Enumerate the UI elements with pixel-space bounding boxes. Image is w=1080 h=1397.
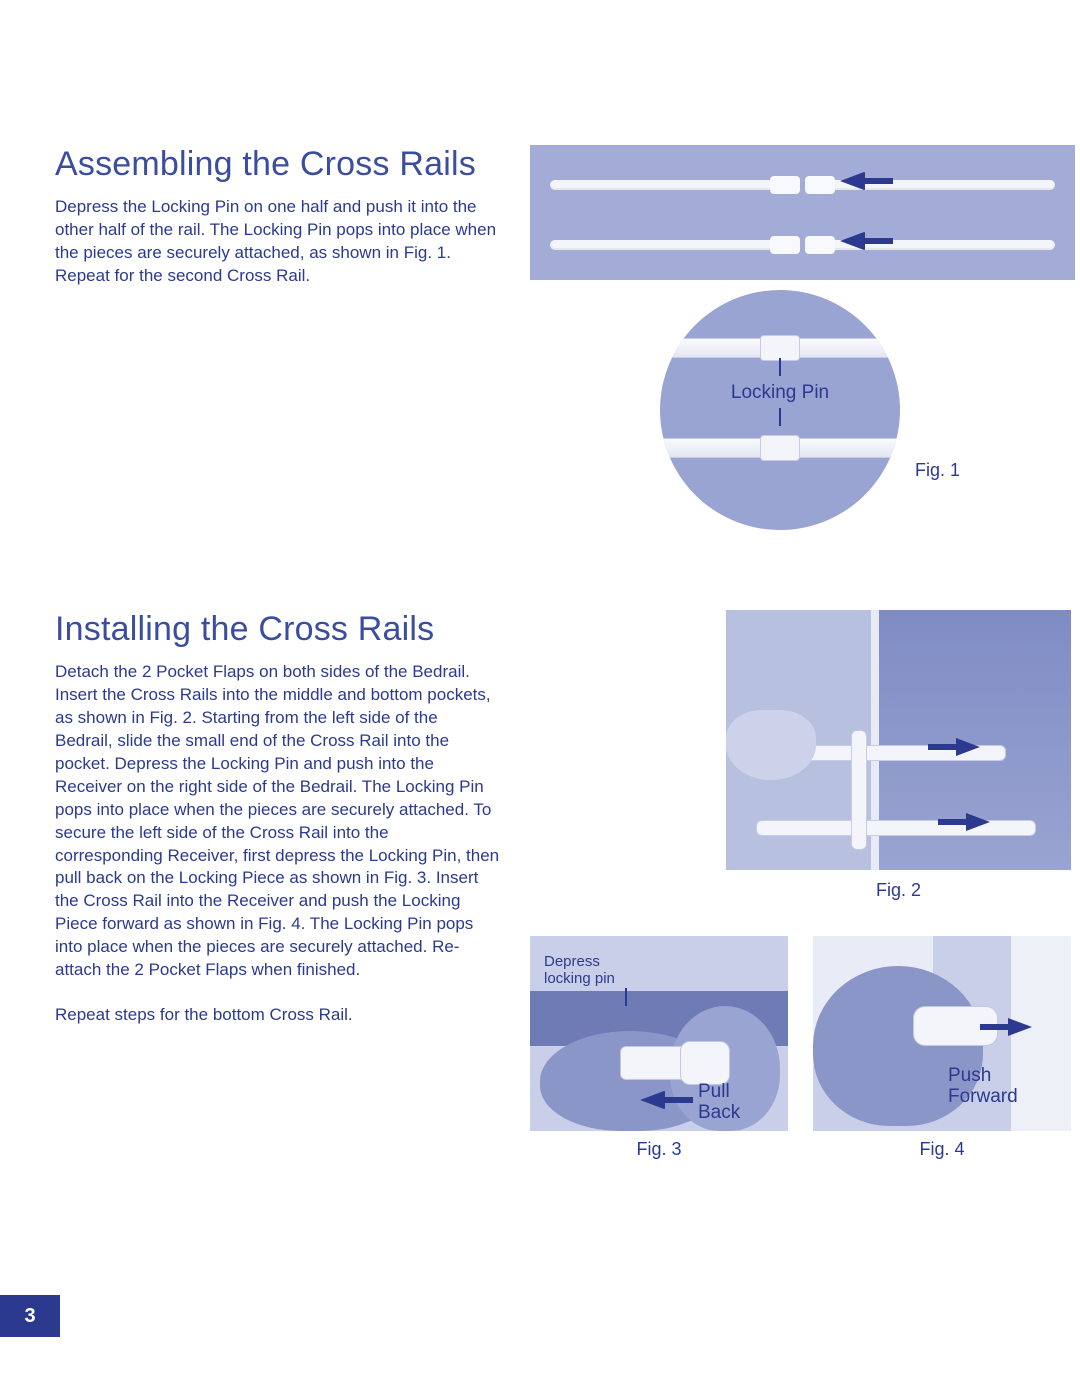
fig4-push-label: Push Forward xyxy=(948,1066,1018,1108)
fig1-wide-rails xyxy=(530,145,1075,280)
section2-body2: Repeat steps for the bottom Cross Rail. xyxy=(55,1004,500,1027)
fig2-image xyxy=(726,610,1071,870)
section2-heading: Installing the Cross Rails xyxy=(55,610,500,649)
arrow-left-icon xyxy=(840,172,864,190)
fig2-wrapper: Fig. 2 xyxy=(726,610,1071,901)
fig1-caption: Fig. 1 xyxy=(915,460,960,481)
fig3-wrapper: Depress locking pin Pull Back Fig. 3 xyxy=(530,936,788,1160)
fig4-caption: Fig. 4 xyxy=(813,1139,1071,1160)
fig3-pull-label: Pull Back xyxy=(698,1082,740,1124)
fig4-image: Push Forward xyxy=(813,936,1071,1131)
section2-body: Detach the 2 Pocket Flaps on both sides … xyxy=(55,661,500,982)
fig3-depress-label: Depress locking pin xyxy=(544,954,615,987)
section1-body: Depress the Locking Pin on one half and … xyxy=(55,196,500,288)
fig34-row: Depress locking pin Pull Back Fig. 3 xyxy=(530,936,1071,1160)
arrow-right-icon xyxy=(956,738,980,756)
arrow-left-icon xyxy=(640,1091,664,1109)
fig1-detail-row: Locking Pin Fig. 1 xyxy=(530,305,1075,520)
section-installing: Installing the Cross Rails Detach the 2 … xyxy=(55,610,1025,1160)
fig4-wrapper: Push Forward Fig. 4 xyxy=(813,936,1071,1160)
page-number: 3 xyxy=(0,1295,60,1337)
fig1-circle-detail: Locking Pin xyxy=(660,290,900,530)
fig3-caption: Fig. 3 xyxy=(530,1139,788,1160)
arrow-right-icon xyxy=(1008,1018,1032,1036)
arrow-right-icon xyxy=(966,813,990,831)
page-root: Assembling the Cross Rails Depress the L… xyxy=(0,0,1080,1160)
section-assembling: Assembling the Cross Rails Depress the L… xyxy=(55,145,1025,520)
arrow-left-icon xyxy=(840,232,864,250)
fig2-caption: Fig. 2 xyxy=(726,880,1071,901)
section2-text-col: Installing the Cross Rails Detach the 2 … xyxy=(55,610,500,1160)
section1-figures: Locking Pin Fig. 1 xyxy=(530,145,1075,520)
section1-text-col: Assembling the Cross Rails Depress the L… xyxy=(55,145,500,520)
locking-pin-label: Locking Pin xyxy=(720,382,840,404)
section2-figures: Fig. 2 Depress locking pin Pull Back xyxy=(530,610,1071,1160)
section1-heading: Assembling the Cross Rails xyxy=(55,145,500,184)
fig3-image: Depress locking pin Pull Back xyxy=(530,936,788,1131)
